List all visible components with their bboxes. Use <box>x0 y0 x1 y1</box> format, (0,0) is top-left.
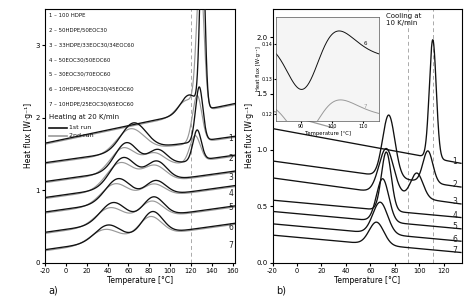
Text: 7 – 10HDPE/25EOC30/65EOC60: 7 – 10HDPE/25EOC30/65EOC60 <box>49 101 134 106</box>
Text: 6: 6 <box>228 223 233 233</box>
Text: b): b) <box>276 286 286 296</box>
Text: 3: 3 <box>228 173 233 182</box>
Text: 5: 5 <box>228 203 233 212</box>
X-axis label: Temperature [°C]: Temperature [°C] <box>334 276 401 285</box>
Text: 7: 7 <box>452 246 457 255</box>
Y-axis label: Heat flux [W·g⁻¹]: Heat flux [W·g⁻¹] <box>245 103 254 169</box>
Text: 2: 2 <box>452 180 457 189</box>
Text: Heating at 20 K/min: Heating at 20 K/min <box>49 114 119 120</box>
Text: 1: 1 <box>228 134 233 143</box>
X-axis label: Temperature [°C]: Temperature [°C] <box>107 276 173 285</box>
Text: 4: 4 <box>452 211 457 220</box>
Text: 2: 2 <box>228 154 233 163</box>
Text: 2nd run: 2nd run <box>69 133 93 138</box>
Text: 6 – 10HDPE/45EOC30/45EOC60: 6 – 10HDPE/45EOC30/45EOC60 <box>49 86 134 92</box>
Text: 1: 1 <box>452 157 457 166</box>
Text: 4: 4 <box>228 189 233 198</box>
Text: a): a) <box>49 286 59 296</box>
Text: 1 – 100 HDPE: 1 – 100 HDPE <box>49 13 85 18</box>
Text: 5 – 30EOC30/70EOC60: 5 – 30EOC30/70EOC60 <box>49 72 110 77</box>
Text: 1st run: 1st run <box>69 125 91 130</box>
Text: 4 – 50EOC30/50EOC60: 4 – 50EOC30/50EOC60 <box>49 57 110 62</box>
Text: 7: 7 <box>228 241 233 250</box>
Text: Cooling at
10 K/min: Cooling at 10 K/min <box>386 13 422 26</box>
Text: 6: 6 <box>452 235 457 244</box>
Y-axis label: Heat flux [W·g⁻¹]: Heat flux [W·g⁻¹] <box>24 103 33 169</box>
Text: 3: 3 <box>452 197 457 206</box>
Text: 3 – 33HDPE/33EOC30/34EOC60: 3 – 33HDPE/33EOC30/34EOC60 <box>49 42 134 47</box>
Text: 2 – 50HDPE/50EOC30: 2 – 50HDPE/50EOC30 <box>49 27 107 33</box>
Text: 5: 5 <box>452 222 457 231</box>
